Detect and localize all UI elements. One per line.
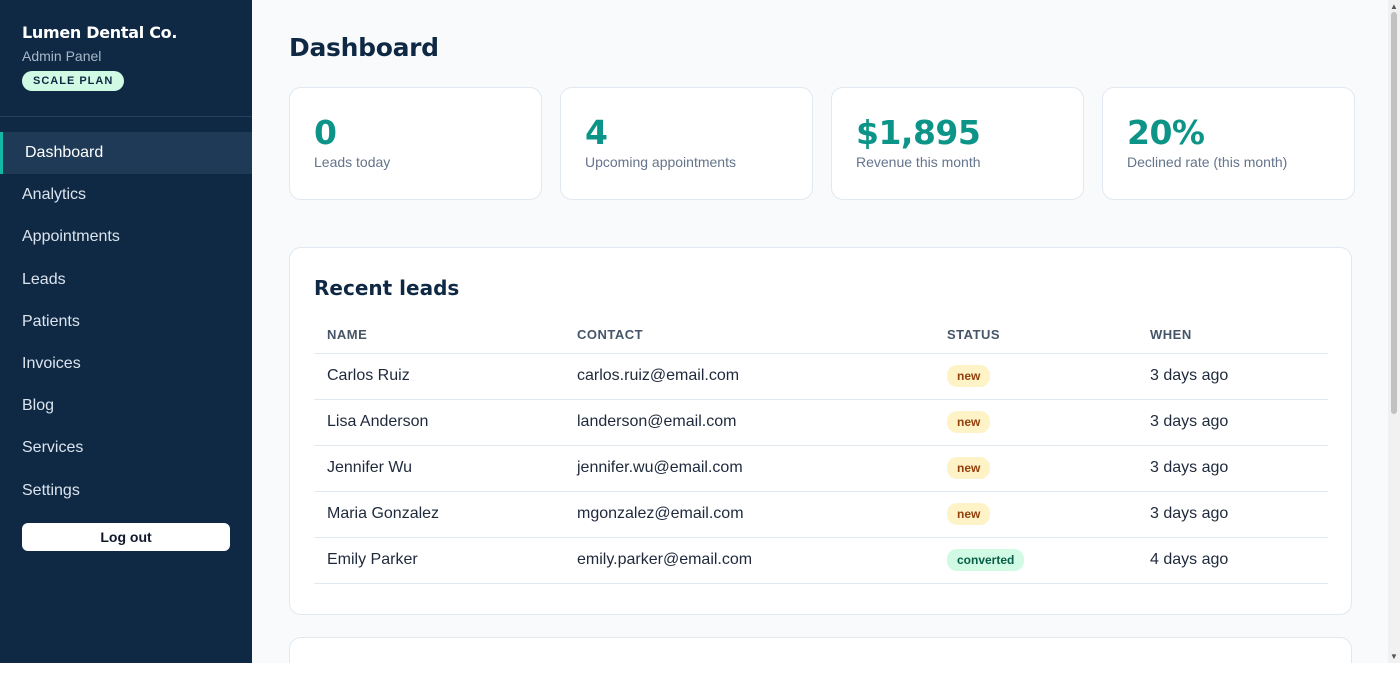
sidebar-item-dashboard[interactable]: Dashboard [0, 132, 252, 175]
column-header-contact: CONTACT [564, 327, 934, 354]
stats-row: 0 Leads today 4 Upcoming appointments $1… [289, 87, 1355, 200]
vertical-scrollbar[interactable]: ▲ ▼ [1388, 0, 1400, 663]
scroll-up-arrow-icon[interactable]: ▲ [1390, 2, 1398, 11]
status-badge: new [947, 503, 991, 525]
table-row: Emily Parker emily.parker@email.com conv… [314, 537, 1328, 584]
sidebar: Lumen Dental Co. Admin Panel SCALE PLAN … [0, 0, 252, 663]
brand-name: Lumen Dental Co. [22, 23, 178, 42]
recent-leads-card: Recent leads NAME CONTACT STATUS WHEN Ca… [289, 247, 1352, 615]
lead-status-cell: converted [934, 537, 1137, 584]
stat-value: 20% [1127, 113, 1205, 152]
sidebar-item-analytics[interactable]: Analytics [22, 186, 87, 204]
lead-name: Carlos Ruiz [314, 353, 564, 400]
stat-label: Upcoming appointments [585, 154, 736, 171]
lead-when: 4 days ago [1137, 537, 1328, 584]
lead-status-cell: new [934, 353, 1137, 400]
sidebar-item-blog[interactable]: Blog [22, 397, 55, 415]
sidebar-item-leads[interactable]: Leads [22, 270, 66, 288]
plan-badge: SCALE PLAN [22, 71, 125, 91]
lead-contact: mgonzalez@email.com [564, 491, 934, 538]
sidebar-item-settings[interactable]: Settings [22, 481, 80, 499]
lead-status-cell: new [934, 399, 1137, 446]
lead-name: Lisa Anderson [314, 399, 564, 446]
status-badge: new [947, 411, 991, 433]
sidebar-item-appointments[interactable]: Appointments [22, 228, 120, 246]
lead-when: 3 days ago [1137, 399, 1328, 446]
stat-card-leads-today: 0 Leads today [289, 87, 542, 200]
recent-leads-title: Recent leads [314, 276, 460, 300]
sidebar-item-patients[interactable]: Patients [22, 312, 80, 330]
status-badge: new [947, 365, 991, 387]
lead-name: Emily Parker [314, 537, 564, 584]
logout-button[interactable]: Log out [22, 522, 230, 551]
stat-value: $1,895 [856, 113, 981, 152]
lead-contact: landerson@email.com [564, 399, 934, 446]
lead-when: 3 days ago [1137, 445, 1328, 492]
status-badge: new [947, 457, 991, 479]
stat-value: 0 [314, 113, 337, 152]
main-content: Dashboard 0 Leads today 4 Upcoming appoi… [252, 0, 1388, 663]
lead-name: Maria Gonzalez [314, 491, 564, 538]
scroll-down-arrow-icon[interactable]: ▼ [1390, 652, 1398, 661]
bottom-bar [0, 663, 1400, 678]
sidebar-item-invoices[interactable]: Invoices [22, 355, 81, 373]
brand-subtitle: Admin Panel [22, 48, 102, 64]
page-title: Dashboard [289, 33, 439, 62]
sidebar-item-services[interactable]: Services [22, 439, 84, 457]
lead-status-cell: new [934, 491, 1137, 538]
table-row: Lisa Anderson landerson@email.com new 3 … [314, 399, 1328, 446]
stat-card-revenue: $1,895 Revenue this month [831, 87, 1084, 200]
next-section-card [289, 637, 1352, 663]
column-header-when: WHEN [1137, 327, 1328, 354]
stat-card-declined-rate: 20% Declined rate (this month) [1102, 87, 1355, 200]
recent-leads-table: NAME CONTACT STATUS WHEN Carlos Ruiz car… [314, 327, 1328, 584]
table-header-row: NAME CONTACT STATUS WHEN [314, 327, 1328, 354]
lead-contact: emily.parker@email.com [564, 537, 934, 584]
status-badge: converted [947, 549, 1025, 571]
table-row: Carlos Ruiz carlos.ruiz@email.com new 3 … [314, 353, 1328, 400]
lead-name: Jennifer Wu [314, 445, 564, 492]
lead-when: 3 days ago [1137, 491, 1328, 538]
brand-block: Lumen Dental Co. Admin Panel SCALE PLAN [0, 0, 252, 117]
stat-label: Revenue this month [856, 154, 981, 171]
sidebar-nav: Dashboard Analytics Appointments Leads P… [0, 132, 252, 512]
lead-contact: jennifer.wu@email.com [564, 445, 934, 492]
column-header-status: STATUS [934, 327, 1137, 354]
lead-contact: carlos.ruiz@email.com [564, 353, 934, 400]
stat-card-upcoming-appointments: 4 Upcoming appointments [560, 87, 813, 200]
scrollbar-thumb[interactable] [1391, 12, 1397, 414]
stat-value: 4 [585, 113, 608, 152]
table-row: Maria Gonzalez mgonzalez@email.com new 3… [314, 491, 1328, 538]
column-header-name: NAME [314, 327, 564, 354]
lead-when: 3 days ago [1137, 353, 1328, 400]
stat-label: Leads today [314, 154, 391, 171]
table-row: Jennifer Wu jennifer.wu@email.com new 3 … [314, 445, 1328, 492]
lead-status-cell: new [934, 445, 1137, 492]
stat-label: Declined rate (this month) [1127, 154, 1288, 171]
